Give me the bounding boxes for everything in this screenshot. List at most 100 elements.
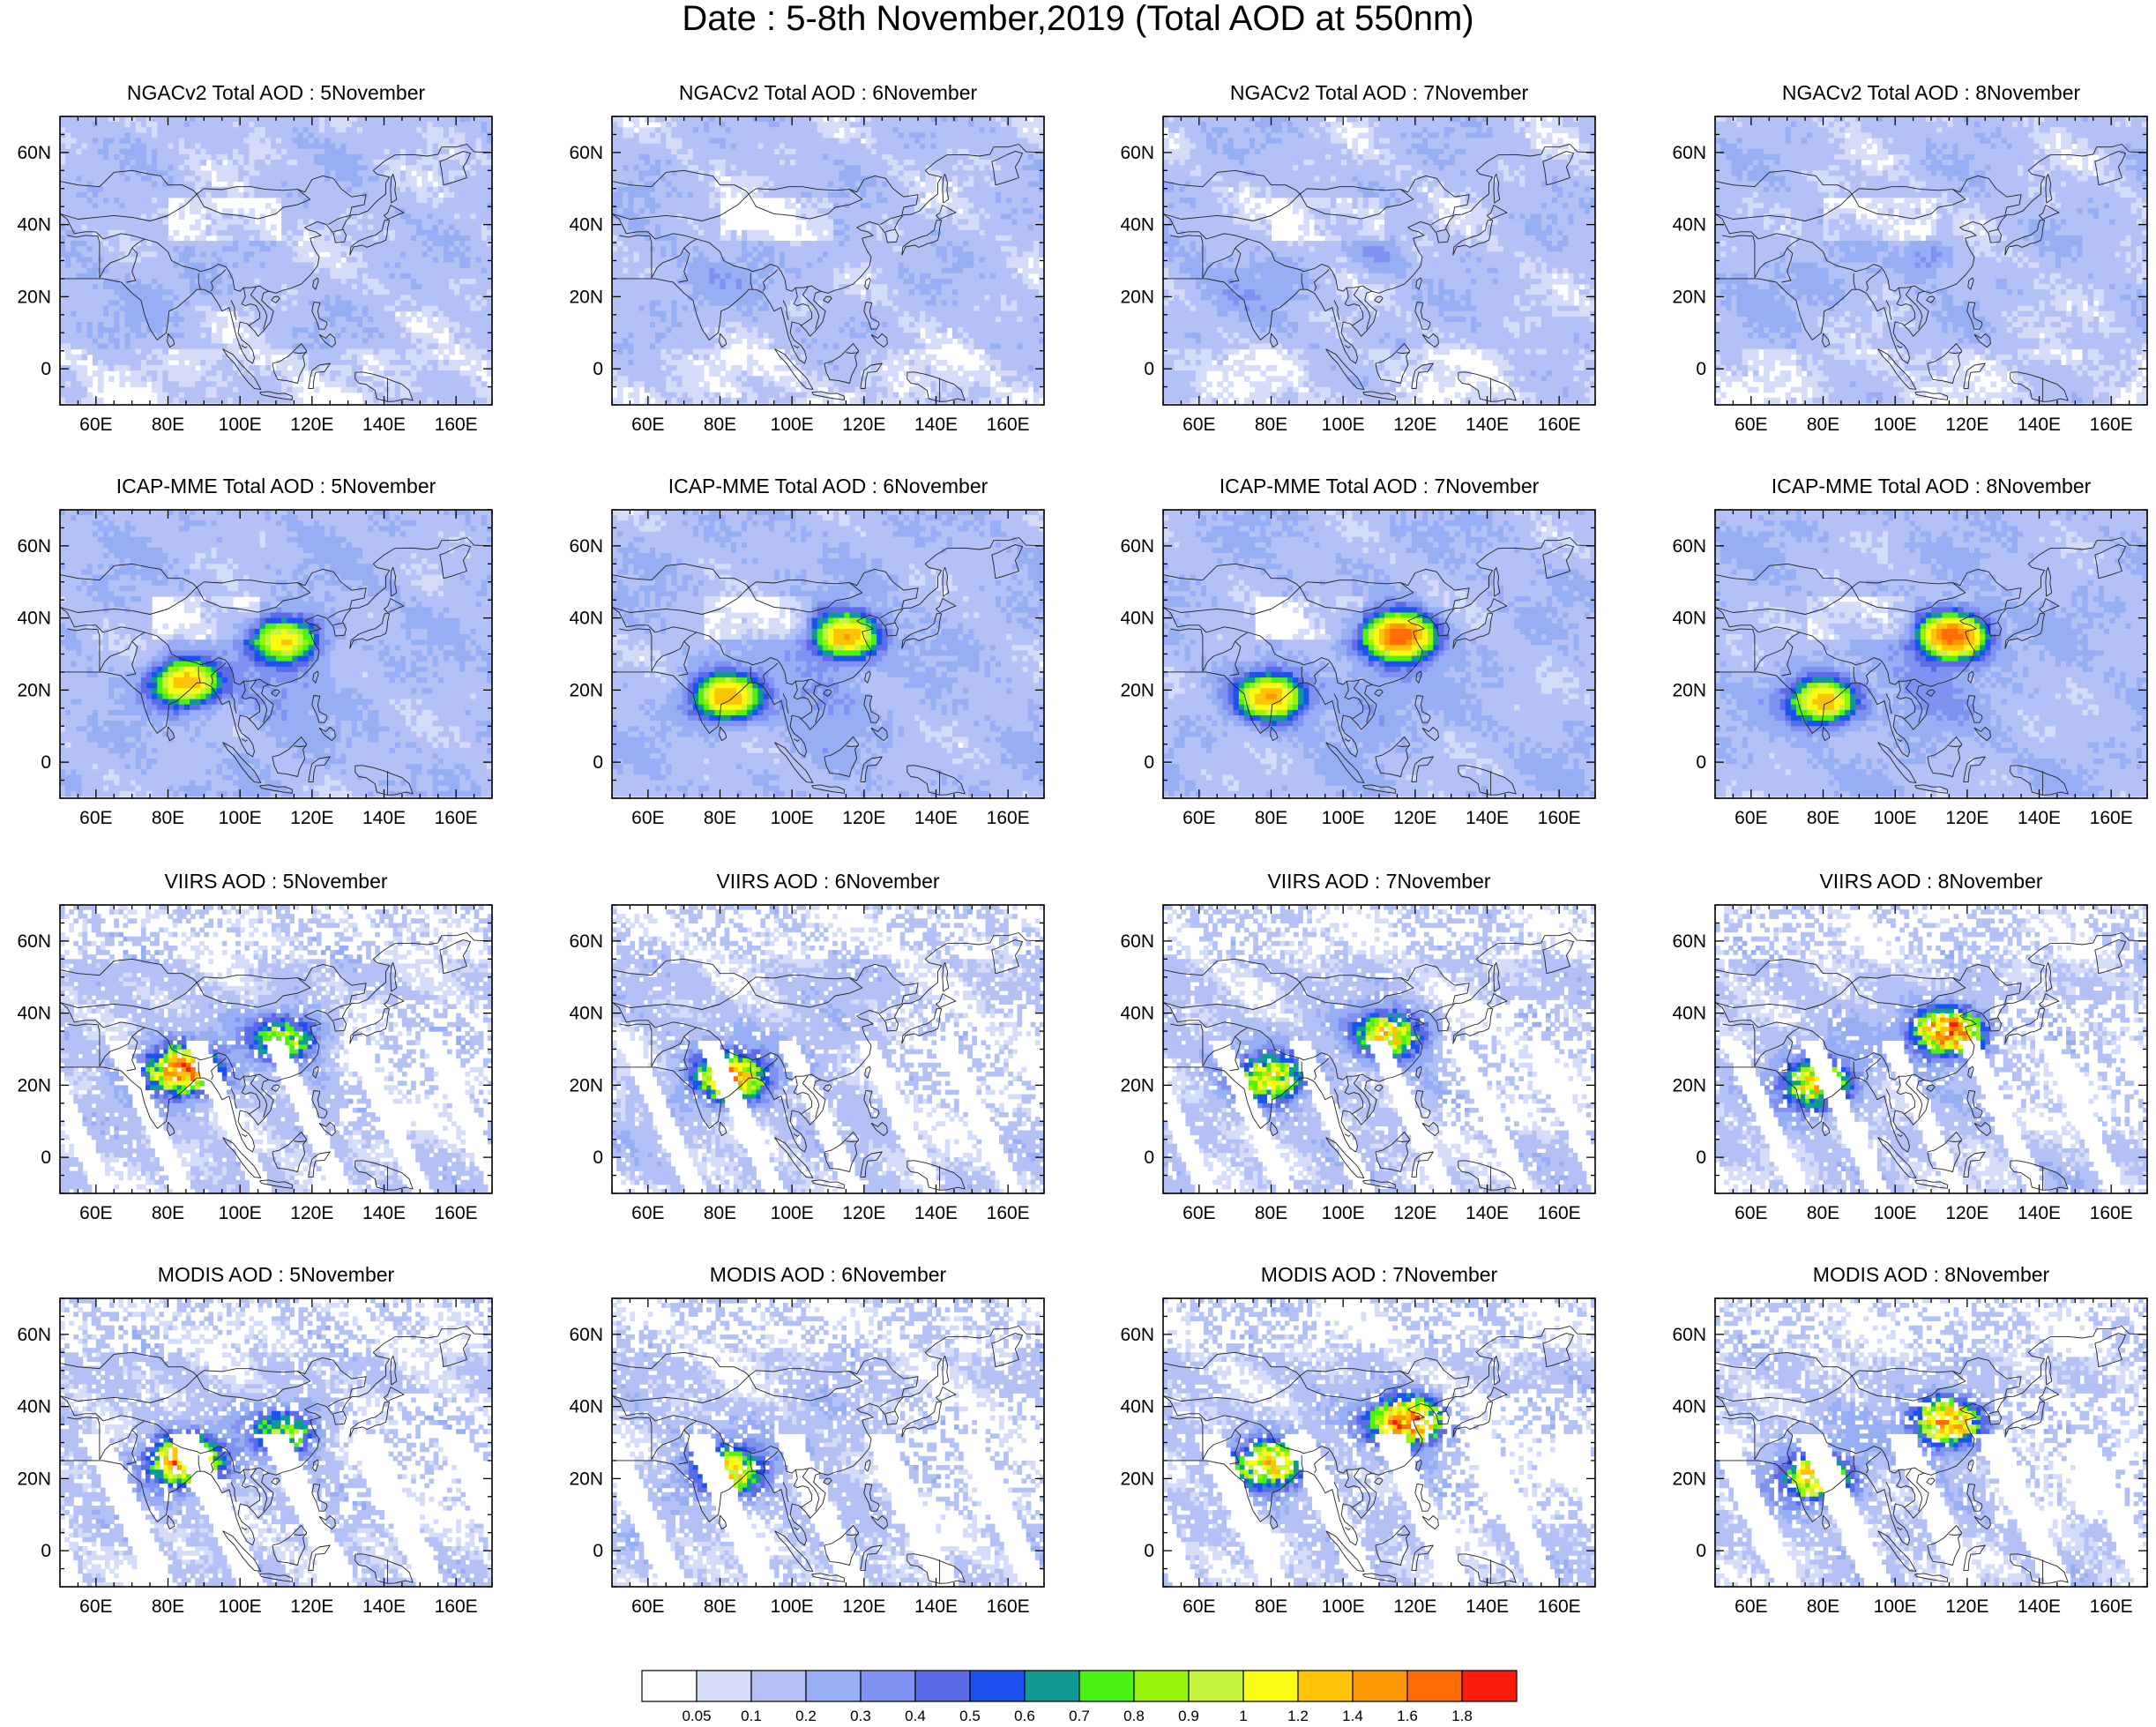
x-tick-label: 120E [1945,808,1988,828]
x-tick-label: 120E [290,808,333,828]
y-tick-label: 60N [1672,931,1706,952]
x-tick-label: 100E [1322,415,1365,435]
colorbar-swatch [1079,1671,1134,1701]
colorbar-swatch [970,1671,1025,1701]
x-tick-label: 120E [1393,808,1436,828]
colorbar-label: 0.8 [1123,1708,1145,1724]
y-tick-label: 0 [593,752,603,773]
x-tick-label: 100E [771,808,814,828]
y-tick-label: 40N [1120,215,1154,236]
panel-title: ICAP-MME Total AOD : 8November [1662,475,2156,497]
y-tick-label: 20N [1120,1469,1154,1489]
x-tick-label: 160E [2090,1203,2133,1223]
colorbar-label: 0.9 [1178,1708,1199,1724]
panel-title: MODIS AOD : 6November [559,1263,1097,1286]
x-tick-label: 120E [842,808,885,828]
y-tick-label: 60N [17,143,51,163]
x-tick-label: 80E [1255,1596,1287,1617]
y-tick-label: 40N [1672,609,1706,629]
y-tick-label: 0 [41,752,51,773]
x-tick-label: 60E [1734,1596,1767,1617]
x-tick-label: 80E [704,1596,736,1617]
colorbar-swatch [1025,1671,1079,1701]
x-tick-label: 120E [1945,415,1988,435]
aod-grid [612,510,1045,797]
x-tick-label: 160E [1538,1596,1581,1617]
panel-title: MODIS AOD : 5November [7,1263,545,1286]
x-tick-label: 140E [1466,808,1509,828]
x-tick-label: 140E [914,1596,958,1617]
x-tick-label: 140E [1466,1203,1509,1223]
y-tick-label: 20N [17,287,51,307]
y-tick-label: 20N [569,1075,603,1095]
y-tick-label: 20N [569,680,603,700]
x-tick-label: 60E [631,1203,664,1223]
y-tick-label: 40N [17,1004,51,1024]
y-tick-label: 0 [593,1541,603,1561]
panel-title: VIIRS AOD : 7November [1110,870,1648,893]
x-tick-label: 160E [2090,1596,2133,1617]
colorbar-label: 1.8 [1451,1708,1473,1724]
x-tick-label: 60E [79,415,112,435]
x-tick-label: 80E [152,415,184,435]
x-tick-label: 160E [987,808,1030,828]
colorbar-swatch [1353,1671,1407,1701]
colorbar-label: 1.6 [1397,1708,1418,1724]
y-tick-label: 20N [17,1075,51,1095]
y-tick-label: 0 [1144,1148,1154,1168]
x-tick-label: 60E [1734,808,1767,828]
x-tick-label: 140E [362,415,406,435]
y-tick-label: 60N [1672,1325,1706,1345]
x-tick-label: 160E [1538,1203,1581,1223]
x-tick-label: 140E [1466,415,1509,435]
x-tick-label: 160E [987,415,1030,435]
x-tick-label: 140E [362,808,406,828]
aod-grid [60,116,493,404]
main-title: Date : 5-8th November,2019 (Total AOD at… [0,0,2156,37]
x-tick-label: 100E [1874,415,1917,435]
y-tick-label: 0 [41,1541,51,1561]
colorbar-label: 0.1 [741,1708,762,1724]
panel-title: VIIRS AOD : 8November [1662,870,2156,893]
panel-title: NGACv2 Total AOD : 7November [1110,81,1648,104]
panel-title: ICAP-MME Total AOD : 5November [7,475,545,497]
x-tick-label: 80E [1807,415,1839,435]
x-tick-label: 60E [1182,1203,1215,1223]
x-tick-label: 140E [2018,415,2061,435]
x-tick-label: 80E [1807,808,1839,828]
colorbar-label: 0.4 [905,1708,926,1724]
y-tick-label: 20N [1120,1075,1154,1095]
y-tick-label: 40N [1120,1397,1154,1417]
y-tick-label: 60N [569,931,603,952]
x-tick-label: 60E [79,1203,112,1223]
colorbar-swatch [697,1671,751,1701]
x-tick-label: 160E [435,808,478,828]
colorbar-swatch [751,1671,806,1701]
x-tick-label: 60E [1734,1203,1767,1223]
x-tick-label: 140E [914,808,958,828]
x-tick-label: 80E [1807,1596,1839,1617]
x-tick-label: 160E [987,1203,1030,1223]
y-tick-label: 60N [17,931,51,952]
colorbar-label: 0.3 [850,1708,871,1724]
x-tick-label: 100E [219,1203,262,1223]
colorbar-label: 0.05 [682,1708,711,1724]
x-tick-label: 100E [1322,1596,1365,1617]
y-tick-label: 40N [569,1397,603,1417]
y-tick-label: 20N [1120,287,1154,307]
x-tick-label: 80E [1807,1203,1839,1223]
colorbar-label: 1.4 [1342,1708,1363,1724]
y-tick-label: 0 [593,1148,603,1168]
x-tick-label: 140E [1466,1596,1509,1617]
aod-grid [1715,510,2148,797]
y-tick-label: 40N [569,609,603,629]
y-tick-label: 40N [17,215,51,236]
x-tick-label: 60E [1182,808,1215,828]
y-tick-label: 40N [569,215,603,236]
